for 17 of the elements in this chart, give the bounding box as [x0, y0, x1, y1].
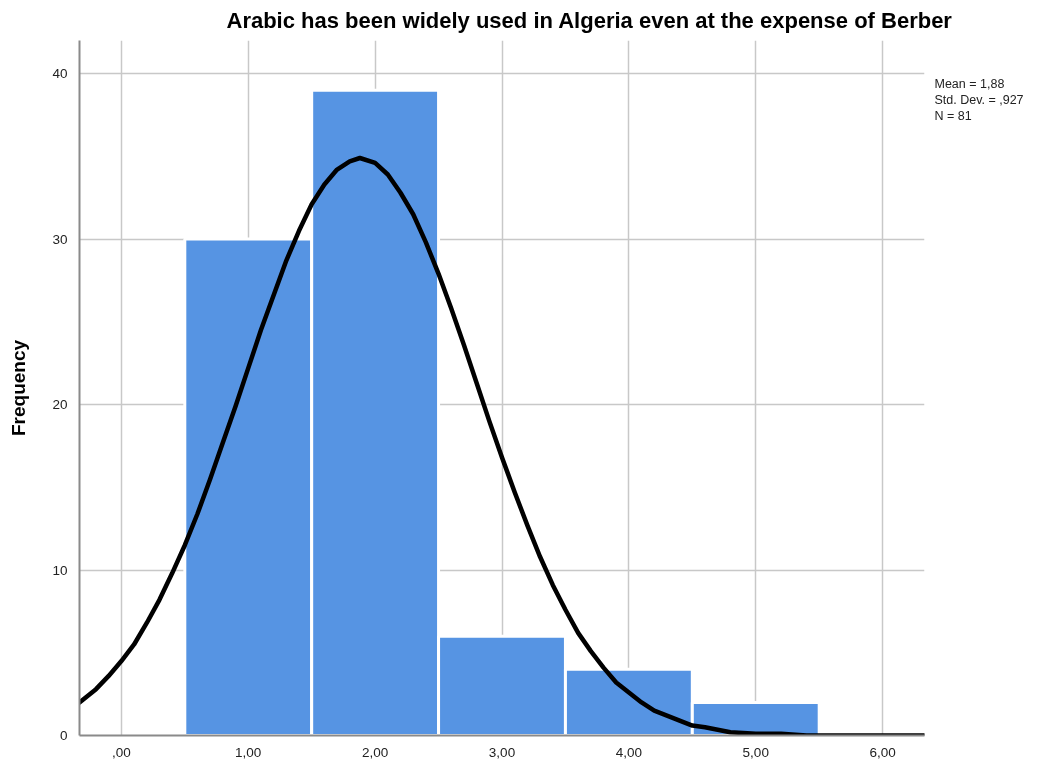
text: N = 81 [934, 109, 972, 124]
y-tick-label: 40 [52, 66, 68, 82]
x-tick-label: ,00 [111, 744, 131, 760]
x-tick-label: 2,00 [361, 744, 389, 760]
x-tick-label: 6,00 [869, 744, 896, 760]
y-tick-label: 10 [52, 562, 68, 578]
y-tick-label: 20 [52, 397, 68, 413]
chart-title: Arabic has been widely used in Algeria even at the expense of Berber [226, 7, 953, 33]
x-tick-label: 3,00 [488, 744, 516, 760]
x-tick-label: 4,00 [615, 744, 643, 760]
y-axis-title: Frequency [8, 339, 30, 437]
y-tick-label: 0 [59, 728, 68, 743]
text: Std. Dev. = ,927 [934, 93, 1024, 108]
text: Mean = 1,88 [934, 76, 1005, 91]
x-tick-label: 1,00 [235, 744, 262, 760]
x-tick-label: 5,00 [742, 744, 769, 760]
y-tick-label: 30 [52, 231, 68, 247]
